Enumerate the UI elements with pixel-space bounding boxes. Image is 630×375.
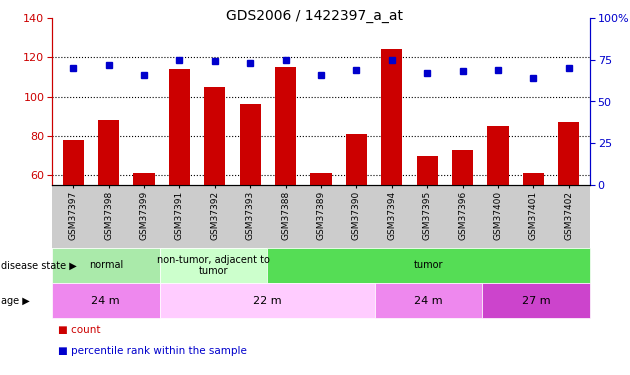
Bar: [416, 156, 438, 185]
Bar: [98, 120, 119, 185]
Bar: [523, 173, 544, 185]
Bar: [169, 69, 190, 185]
Bar: [452, 150, 473, 185]
Text: normal: normal: [89, 261, 123, 270]
Bar: [62, 140, 84, 185]
Text: GDS2006 / 1422397_a_at: GDS2006 / 1422397_a_at: [227, 9, 403, 23]
Bar: [204, 87, 226, 185]
Text: ■ count: ■ count: [59, 325, 101, 335]
Text: 27 m: 27 m: [522, 296, 551, 306]
Text: non-tumor, adjacent to
tumor: non-tumor, adjacent to tumor: [157, 255, 270, 276]
Bar: [488, 126, 508, 185]
Text: age ▶: age ▶: [1, 296, 30, 306]
Text: 24 m: 24 m: [91, 296, 120, 306]
Text: 24 m: 24 m: [415, 296, 443, 306]
Bar: [311, 173, 331, 185]
Text: disease state ▶: disease state ▶: [1, 261, 77, 270]
Bar: [239, 105, 261, 185]
Text: ■ percentile rank within the sample: ■ percentile rank within the sample: [59, 346, 247, 355]
Bar: [558, 122, 580, 185]
Bar: [346, 134, 367, 185]
Bar: [275, 67, 296, 185]
Text: 22 m: 22 m: [253, 296, 282, 306]
Bar: [381, 50, 403, 185]
Bar: [134, 173, 154, 185]
Text: tumor: tumor: [414, 261, 444, 270]
